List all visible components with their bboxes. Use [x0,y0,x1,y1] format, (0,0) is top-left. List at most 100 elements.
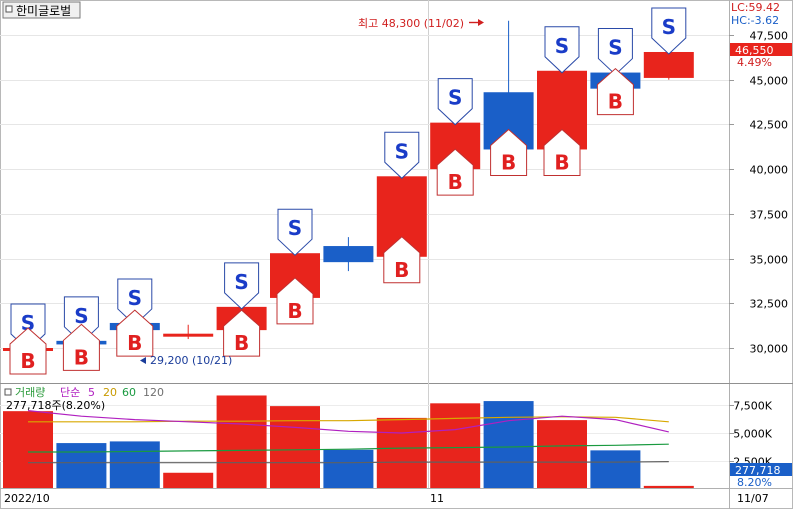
volume-bar[interactable] [430,403,481,488]
sell-signal[interactable]: S [117,278,153,326]
buy-signal-shape [383,236,421,284]
checkbox-icon[interactable] [5,5,13,13]
buy-signal-letter: B [554,150,569,174]
x-label-month: 11 [430,492,444,505]
volume-ma-lines [27,410,669,464]
ma60-label: 60 [122,386,136,399]
sell-signal[interactable]: S [651,7,687,55]
price-tick-label: 32,500 [750,298,789,311]
sell-signal-shape [544,26,580,74]
buy-signal-letter: B [74,345,89,369]
volume-bar[interactable] [483,401,534,488]
sell-signal-letter: S [74,304,88,328]
volume-current-pct: 8.20% [737,476,772,489]
sell-signal[interactable]: S [437,78,473,126]
price-tick-label: 47,500 [750,30,789,43]
volume-bar[interactable] [376,417,427,488]
buy-signal-letter: B [20,349,35,373]
volume-bar[interactable] [590,450,641,488]
buy-signal-letter: B [127,331,142,355]
buy-signal[interactable]: B [543,128,581,176]
buy-signal-shape [116,309,154,357]
buy-signal-letter: B [287,299,302,323]
stock-name-box[interactable] [2,1,81,19]
sell-signal[interactable]: S [384,131,420,179]
buy-signal[interactable]: B [116,309,154,357]
volume-bar[interactable] [56,443,107,488]
volume-bar[interactable] [163,472,214,488]
sell-signal-letter: S [21,311,35,335]
volume-current-box [730,463,792,476]
x-label-start: 2022/10 [4,492,50,505]
sell-signal-letter: S [555,34,569,58]
low-arrow-icon [140,357,146,364]
sell-signal-letter: S [395,139,409,163]
buy-signal[interactable]: B [596,67,634,116]
volume-tick-label: 5,000K [733,428,772,441]
volume-label: 거래량 [15,386,45,399]
buy-signal[interactable]: B [383,236,421,284]
volume-bar[interactable] [270,406,320,488]
buy-signal-shape [276,277,314,325]
lc-value: LC:59.42 [731,1,780,14]
candlestick-series[interactable] [3,20,694,363]
volume-ma5-line [27,410,669,434]
sell-signal-shape [277,208,313,256]
buy-signal-letter: B [608,90,623,114]
volume-bar[interactable] [3,411,53,488]
price-tick-label: 45,000 [750,75,789,88]
sell-signal-letter: S [662,15,676,39]
buy-signal-shape [596,67,634,116]
volume-ma120-line [28,461,669,464]
volume-bar[interactable] [643,485,694,488]
volume-bar-series[interactable] [3,395,694,488]
buy-signal-shape [9,327,47,375]
current-price-box [730,43,792,56]
sell-signal[interactable]: S [544,26,580,74]
volume-bar[interactable] [109,441,160,488]
sell-signal-shape [651,7,687,55]
low-annotation: 29,200 (10/21) [150,354,232,367]
sell-signal[interactable]: S [224,262,260,310]
ma-type-label: 단순 [60,386,80,399]
candle-body[interactable] [643,51,694,78]
current-price: 46,550 [735,44,774,57]
buy-signal[interactable]: B [223,309,261,357]
buy-signal[interactable]: B [436,148,474,196]
volume-bar[interactable] [216,395,267,488]
volume-checkbox-icon[interactable] [4,388,12,396]
x-label-end: 11/07 [737,492,769,505]
volume-bar[interactable] [537,420,587,488]
buy-signal[interactable]: B [9,327,47,375]
volume-bar[interactable] [323,449,374,488]
sell-signal-shape [224,262,260,310]
buy-signal[interactable]: B [490,128,528,176]
sell-signal-shape [597,28,633,76]
price-tick-label: 35,000 [750,254,789,267]
sell-signal[interactable]: S [597,28,633,76]
buy-signal-shape [223,309,261,357]
sell-signal-letter: S [128,286,142,310]
volume-ma60-line [28,443,669,453]
buy-signal[interactable]: B [276,277,314,325]
change-percent: 4.49% [737,56,772,69]
sell-signal-shape [117,278,153,326]
ma120-label: 120 [143,386,164,399]
price-tick-label: 30,000 [750,343,789,356]
buy-signal-letter: B [448,170,463,194]
volume-current-text: 277,718주(8.20%) [6,399,105,412]
buy-signal-letter: B [394,258,409,282]
candle-body[interactable] [163,333,214,337]
price-tick-label: 37,500 [750,209,789,222]
sell-signal-letter: S [288,216,302,240]
sell-signal-letter: S [448,86,462,110]
candle-body[interactable] [323,246,374,263]
sell-signal[interactable]: S [277,208,313,256]
buy-signal-letter: B [234,331,249,355]
ma20-label: 20 [103,386,117,399]
buy-signal[interactable]: B [62,323,100,371]
volume-tick-label: 7,500K [733,400,772,413]
